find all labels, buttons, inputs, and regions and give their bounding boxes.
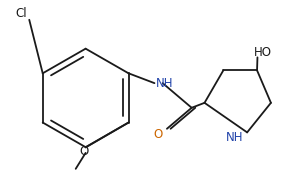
Text: Cl: Cl: [15, 7, 27, 20]
Text: O: O: [79, 145, 88, 158]
Text: O: O: [153, 128, 162, 141]
Text: HO: HO: [254, 46, 272, 59]
Text: NH: NH: [156, 77, 174, 90]
Text: NH: NH: [226, 131, 243, 144]
